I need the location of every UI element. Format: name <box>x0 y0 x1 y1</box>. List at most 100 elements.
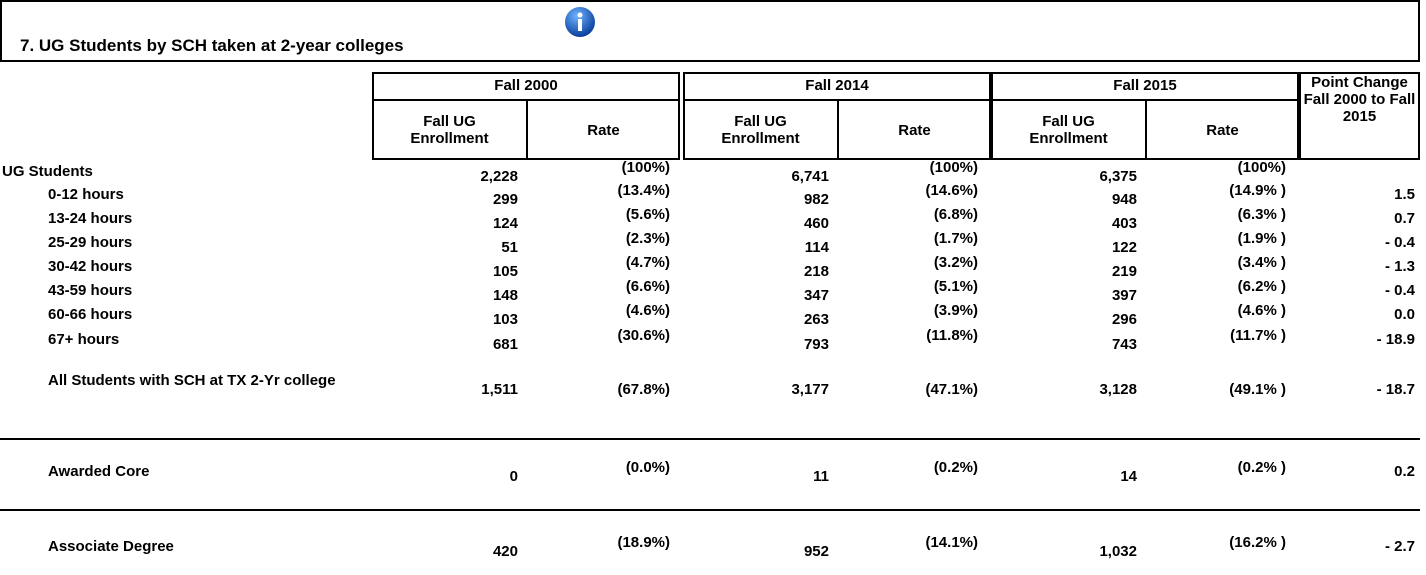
enrollment: 122 <box>1111 239 1137 256</box>
enrollment: 263 <box>803 311 829 328</box>
rate: (5.1%) <box>933 278 978 295</box>
subheader: Fall UG Enrollment <box>372 100 527 160</box>
rate: (13.4%) <box>617 182 670 199</box>
rate: (2.3%) <box>625 230 670 247</box>
rate: (100%) <box>1237 159 1286 176</box>
enrollment: 219 <box>1111 263 1137 280</box>
rate: (67.8%) <box>617 381 670 398</box>
enrollment: 105 <box>492 263 518 280</box>
point-change: - 2.7 <box>1384 538 1415 555</box>
enrollment: 0 <box>509 468 518 485</box>
rate: (14.1%) <box>925 534 978 551</box>
enrollment: 3,128 <box>1099 381 1137 398</box>
enrollment: 218 <box>803 263 829 280</box>
point-change: - 18.9 <box>1376 331 1415 348</box>
info-icon[interactable] <box>563 5 597 39</box>
enrollment: 347 <box>803 287 829 304</box>
point-change: 0.0 <box>1394 306 1415 323</box>
rate: (18.9%) <box>617 534 670 551</box>
subheader: Fall UG Enrollment <box>683 100 838 160</box>
rate: (14.6%) <box>925 182 978 199</box>
enrollment: 148 <box>492 287 518 304</box>
title: 7. UG Students by SCH taken at 2-year co… <box>20 36 404 55</box>
row-label: All Students with SCH at TX 2-Yr college <box>48 372 336 389</box>
subheader: Fall UG Enrollment <box>991 100 1146 160</box>
rate: (16.2% ) <box>1229 534 1286 551</box>
change-box <box>1299 72 1420 160</box>
enrollment: 460 <box>803 215 829 232</box>
row-label: Awarded Core <box>48 463 150 480</box>
point-change: 1.5 <box>1394 186 1415 203</box>
title-box <box>0 0 1420 62</box>
rate: (11.7% ) <box>1230 327 1286 344</box>
enrollment: 296 <box>1111 311 1137 328</box>
subheader: Rate <box>838 100 991 160</box>
rate: (11.8%) <box>926 327 978 344</box>
change-header: Point Change Fall 2000 to Fall 2015 <box>1303 74 1416 125</box>
rate: (100%) <box>929 159 978 176</box>
rate: (47.1%) <box>925 381 978 398</box>
separator <box>0 438 1420 440</box>
point-change: 0.2 <box>1394 463 1415 480</box>
enrollment: 403 <box>1111 215 1137 232</box>
row-label: 67+ hours <box>48 331 120 348</box>
enrollment: 948 <box>1111 191 1137 208</box>
point-change: - 0.4 <box>1384 282 1415 299</box>
rate: (4.6%) <box>625 302 670 319</box>
enrollment: 952 <box>803 543 829 560</box>
separator <box>0 509 1420 511</box>
rate: (6.6%) <box>625 278 670 295</box>
row-label: 13-24 hours <box>48 210 133 227</box>
enrollment: 103 <box>492 311 518 328</box>
group-header: Fall 2000 <box>372 72 680 100</box>
point-change: 0.7 <box>1394 210 1415 227</box>
subheader: Rate <box>1146 100 1299 160</box>
enrollment: 1,032 <box>1099 543 1137 560</box>
rate: (3.4% ) <box>1237 254 1286 271</box>
enrollment: 793 <box>803 336 829 353</box>
enrollment: 6,375 <box>1099 168 1137 185</box>
row-label: 0-12 hours <box>48 186 124 203</box>
rate: (0.2%) <box>933 459 978 476</box>
row-label: Associate Degree <box>48 538 174 555</box>
enrollment: 14 <box>1120 468 1137 485</box>
enrollment: 124 <box>492 215 518 232</box>
enrollment: 1,511 <box>481 381 518 398</box>
rate: (1.7%) <box>933 230 978 247</box>
row-label: 43-59 hours <box>48 282 133 299</box>
rate: (6.2% ) <box>1237 278 1286 295</box>
rate: (6.3% ) <box>1237 206 1286 223</box>
rate: (6.8%) <box>933 206 978 223</box>
subheader: Rate <box>527 100 680 160</box>
row-label: 60-66 hours <box>48 306 133 323</box>
point-change: - 0.4 <box>1384 234 1415 251</box>
enrollment: 397 <box>1111 287 1137 304</box>
rate: (4.7%) <box>625 254 670 271</box>
rate: (3.2%) <box>933 254 978 271</box>
point-change: - 18.7 <box>1376 381 1415 398</box>
rate: (30.6%) <box>617 327 670 344</box>
rate: (14.9% ) <box>1229 182 1286 199</box>
enrollment: 6,741 <box>791 168 829 185</box>
enrollment: 3,177 <box>791 381 829 398</box>
rate: (1.9% ) <box>1237 230 1286 247</box>
enrollment: 2,228 <box>480 168 518 185</box>
rate: (100%) <box>621 159 670 176</box>
row-label: UG Students <box>2 163 93 180</box>
enrollment: 11 <box>813 468 829 485</box>
rate: (5.6%) <box>625 206 670 223</box>
enrollment: 420 <box>492 543 518 560</box>
enrollment: 681 <box>492 336 518 353</box>
enrollment: 743 <box>1111 336 1137 353</box>
enrollment: 982 <box>803 191 829 208</box>
rate: (4.6% ) <box>1237 302 1286 319</box>
group-header: Fall 2014 <box>683 72 991 100</box>
rate: (0.0%) <box>625 459 670 476</box>
rate: (0.2% ) <box>1237 459 1286 476</box>
enrollment: 299 <box>492 191 518 208</box>
row-label: 30-42 hours <box>48 258 133 275</box>
enrollment: 51 <box>501 239 518 256</box>
group-header: Fall 2015 <box>991 72 1299 100</box>
enrollment: 114 <box>804 239 829 256</box>
